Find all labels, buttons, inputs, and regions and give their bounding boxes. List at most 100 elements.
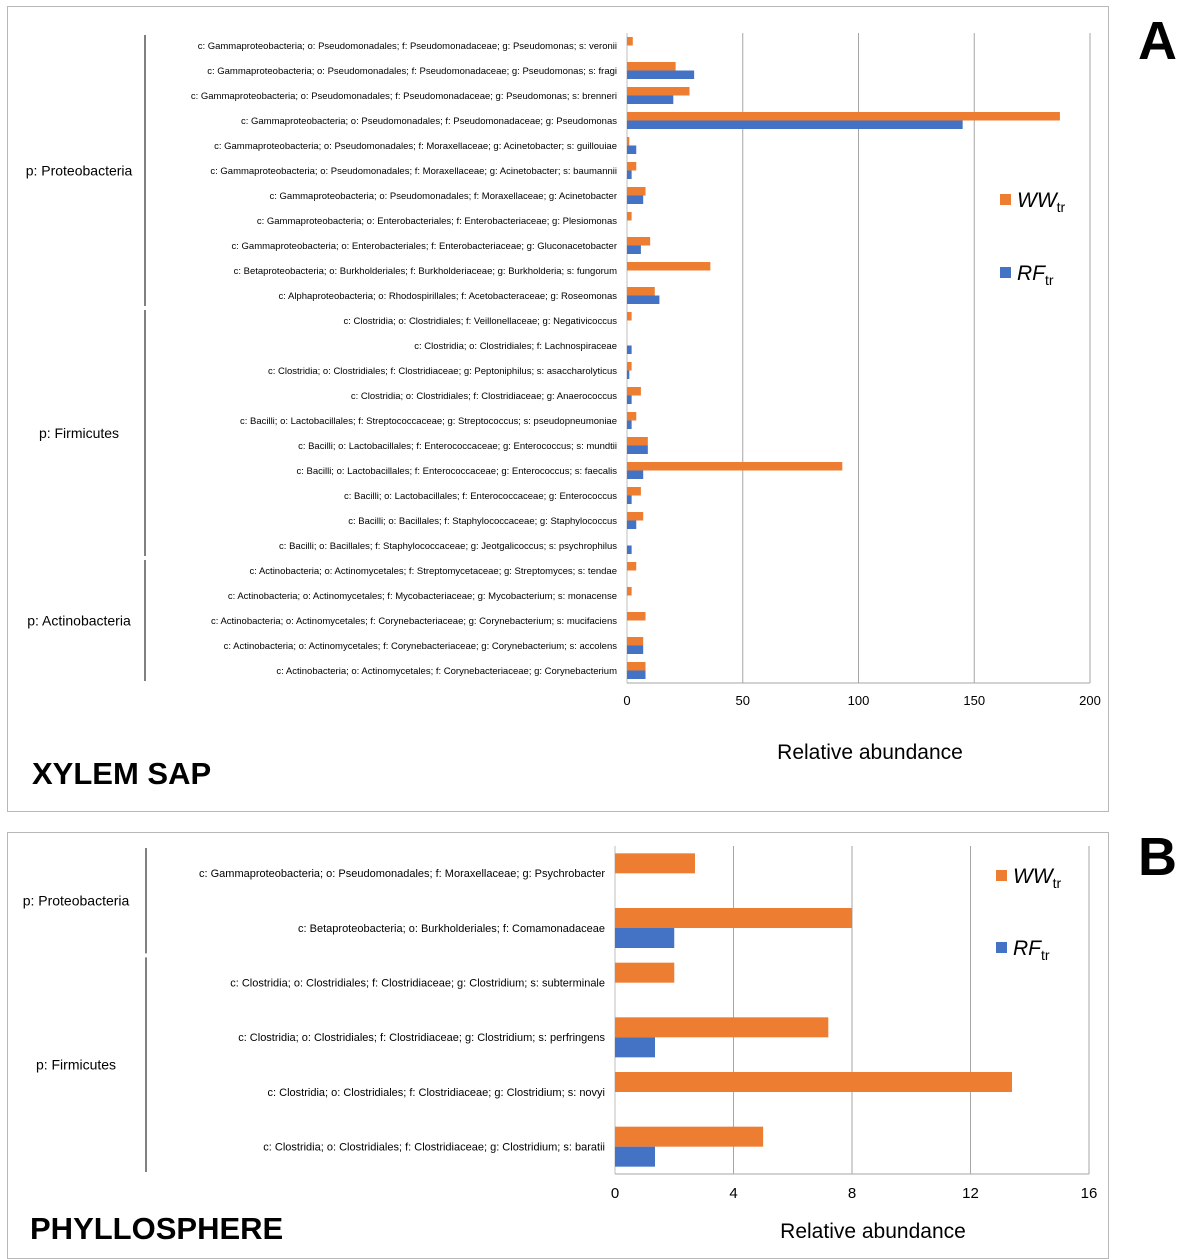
panel-a-letter: A — [1138, 11, 1177, 71]
legend-label-ww: WWtr — [1013, 865, 1062, 891]
x-tick-label-2: 100 — [848, 693, 870, 708]
category-label-5: c: Clostridia; o: Clostridiales; f: Clos… — [263, 1142, 605, 1154]
category-label-3: c: Gammaproteobacteria; o: Pseudomonadal… — [241, 116, 617, 127]
category-label-24: c: Actinobacteria; o: Actinomycetales; f… — [224, 641, 618, 652]
bar-rf-2 — [627, 95, 674, 104]
bar-ww-13 — [627, 362, 632, 371]
bar-ww-11 — [627, 312, 632, 321]
bar-rf-17 — [627, 470, 644, 479]
bar-rf-1 — [627, 70, 695, 79]
bar-rf-3 — [627, 120, 963, 129]
category-label-1: c: Gammaproteobacteria; o: Pseudomonadal… — [207, 66, 617, 77]
bar-rf-6 — [627, 195, 644, 204]
category-label-0: c: Gammaproteobacteria; o: Pseudomonadal… — [199, 868, 605, 880]
category-label-10: c: Alphaproteobacteria; o: Rhodospirilla… — [278, 291, 617, 302]
bar-ww-8 — [627, 237, 651, 246]
bar-ww-10 — [627, 287, 655, 296]
x-tick-label-1: 4 — [729, 1185, 737, 1202]
group-label-1: p: Firmicutes — [36, 1057, 116, 1073]
bar-rf-14 — [627, 395, 632, 404]
x-tick-label-0: 0 — [611, 1185, 619, 1202]
bar-rf-18 — [627, 495, 632, 504]
category-label-4: c: Gammaproteobacteria; o: Pseudomonadal… — [214, 141, 617, 152]
x-tick-label-1: 50 — [736, 693, 750, 708]
bar-ww-9 — [627, 262, 711, 271]
legend-swatch-ww — [1000, 194, 1011, 205]
x-tick-label-4: 200 — [1079, 693, 1101, 708]
category-label-5: c: Gammaproteobacteria; o: Pseudomonadal… — [210, 166, 617, 177]
legend-label-rf: RFtr — [1013, 937, 1050, 963]
group-label-0: p: Proteobacteria — [26, 162, 133, 178]
bar-ww-2 — [615, 962, 675, 983]
x-tick-label-3: 12 — [962, 1185, 979, 1202]
bar-ww-4 — [627, 137, 630, 146]
x-axis-title: Relative abundance — [777, 741, 963, 764]
x-tick-label-4: 16 — [1081, 1185, 1098, 1202]
bar-rf-25 — [627, 670, 646, 679]
category-label-18: c: Bacilli; o: Lactobacillales; f: Enter… — [344, 491, 617, 502]
category-label-16: c: Bacilli; o: Lactobacillales; f: Enter… — [298, 441, 617, 452]
bar-ww-16 — [627, 437, 648, 446]
bar-ww-0 — [615, 853, 695, 874]
group-label-1: p: Firmicutes — [39, 425, 119, 441]
bar-ww-14 — [627, 387, 641, 396]
bar-rf-5 — [627, 170, 632, 179]
x-axis-title: Relative abundance — [780, 1220, 966, 1243]
panel-a-title: XYLEM SAP — [32, 756, 212, 791]
bar-rf-19 — [627, 520, 637, 529]
category-label-3: c: Clostridia; o: Clostridiales; f: Clos… — [238, 1032, 605, 1044]
category-label-12: c: Clostridia; o: Clostridiales; f: Lach… — [414, 341, 617, 352]
category-label-6: c: Gammaproteobacteria; o: Pseudomonadal… — [270, 191, 617, 202]
bar-ww-23 — [627, 612, 646, 621]
panel-b-letter: B — [1138, 827, 1177, 887]
category-label-13: c: Clostridia; o: Clostridiales; f: Clos… — [268, 366, 617, 377]
category-label-21: c: Actinobacteria; o: Actinomycetales; f… — [249, 566, 617, 577]
bar-ww-3 — [615, 1017, 829, 1038]
bar-ww-24 — [627, 637, 644, 646]
bar-ww-22 — [627, 587, 632, 596]
panel-a-frame — [7, 6, 1109, 812]
legend-swatch-ww — [996, 870, 1007, 881]
bar-ww-1 — [627, 62, 676, 71]
category-label-9: c: Betaproteobacteria; o: Burkholderiale… — [234, 266, 617, 277]
bar-ww-0 — [627, 37, 633, 46]
category-label-7: c: Gammaproteobacteria; o: Enterobacteri… — [257, 216, 617, 227]
panel-b-title: PHYLLOSPHERE — [30, 1211, 284, 1246]
category-label-23: c: Actinobacteria; o: Actinomycetales; f… — [211, 616, 617, 627]
category-label-25: c: Actinobacteria; o: Actinomycetales; f… — [276, 666, 617, 677]
category-label-11: c: Clostridia; o: Clostridiales; f: Veil… — [343, 316, 617, 327]
group-label-0: p: Proteobacteria — [23, 893, 130, 909]
bar-ww-18 — [627, 487, 641, 496]
bar-ww-7 — [627, 212, 632, 221]
bar-rf-15 — [627, 420, 632, 429]
bar-rf-1 — [615, 928, 675, 948]
category-label-20: c: Bacilli; o: Bacillales; f: Staphyloco… — [279, 541, 617, 552]
legend-label-rf: RFtr — [1017, 262, 1054, 288]
bar-ww-19 — [627, 512, 644, 521]
category-label-2: c: Gammaproteobacteria; o: Pseudomonadal… — [191, 91, 617, 102]
bar-rf-20 — [627, 545, 632, 554]
x-tick-label-0: 0 — [623, 693, 630, 708]
bar-rf-10 — [627, 295, 660, 304]
bar-rf-4 — [627, 145, 637, 154]
legend-swatch-rf — [1000, 267, 1011, 278]
bar-ww-1 — [615, 908, 852, 928]
category-label-0: c: Gammaproteobacteria; o: Pseudomonadal… — [198, 41, 617, 52]
bar-ww-4 — [615, 1072, 1012, 1092]
category-label-1: c: Betaproteobacteria; o: Burkholderiale… — [298, 923, 605, 935]
bar-rf-16 — [627, 445, 648, 454]
bar-ww-6 — [627, 187, 646, 196]
bar-ww-25 — [627, 662, 646, 671]
bar-rf-3 — [615, 1037, 655, 1058]
bar-rf-12 — [627, 345, 632, 354]
legend-swatch-rf — [996, 942, 1007, 953]
x-tick-label-3: 150 — [963, 693, 985, 708]
bar-rf-24 — [627, 645, 644, 654]
bar-ww-15 — [627, 412, 637, 421]
category-label-8: c: Gammaproteobacteria; o: Enterobacteri… — [232, 241, 618, 252]
bar-ww-5 — [615, 1126, 764, 1147]
legend-label-ww: WWtr — [1017, 189, 1066, 215]
panel-b-frame — [7, 832, 1109, 1259]
